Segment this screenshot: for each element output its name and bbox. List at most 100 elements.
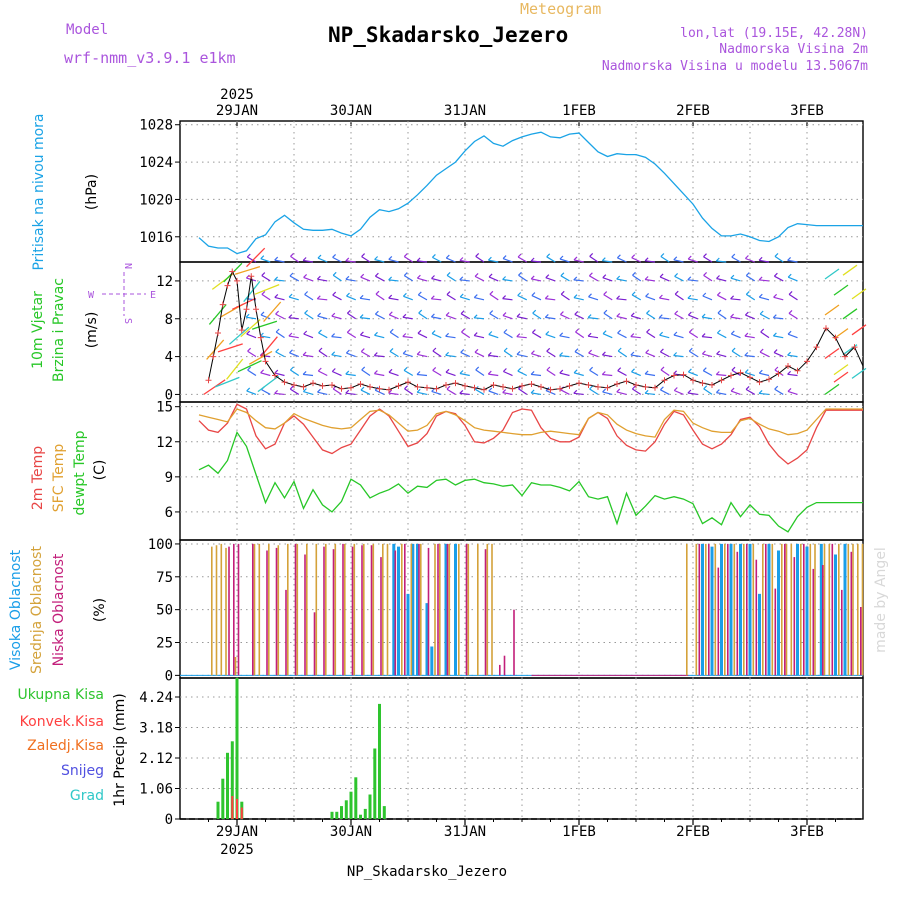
wind-arrow-head (288, 314, 293, 319)
wind-arrow (389, 350, 399, 358)
wind-arrow-head (289, 385, 294, 390)
wind-arrow (374, 334, 385, 339)
wind-arrow (745, 275, 756, 282)
wind-arrow-head (488, 331, 493, 335)
wind-arrow (502, 315, 513, 320)
wind-arrow (488, 276, 499, 282)
wind-arrow-head (246, 253, 251, 258)
wind-arrow (247, 256, 257, 263)
total-rain-bar (230, 741, 234, 819)
wind-arrow (516, 336, 527, 339)
wind-arrow-head (488, 273, 493, 278)
wind-arrow-head (260, 311, 265, 316)
total-rain-bar (349, 791, 353, 819)
wind-arrow-head (345, 389, 350, 394)
wind-arrow (617, 257, 627, 263)
wind-arrow (317, 391, 328, 396)
wind-speed-marker (238, 327, 245, 334)
wind-arrow (545, 298, 556, 301)
wind-arrow (616, 315, 627, 320)
wind-arrow (345, 260, 356, 263)
wind-arrow-head (303, 330, 308, 335)
pressure-unit: (hPa) (84, 174, 100, 210)
wind-arrow-head (446, 291, 451, 296)
gust-arrow (217, 343, 243, 353)
end-arrow (851, 288, 867, 300)
total-rain-bar (373, 748, 377, 819)
wind-arrow-head (646, 309, 650, 314)
wind-arrow (488, 333, 499, 339)
wind-arrow (588, 317, 599, 320)
wind-arrow (702, 336, 713, 339)
wind-arrow (589, 388, 599, 395)
wind-arrow-head (546, 347, 551, 352)
wind-arrow (630, 354, 641, 358)
wind-speed-marker (229, 268, 236, 275)
wind-arrow (360, 317, 371, 320)
wind-arrow-head (373, 370, 378, 375)
wind-arrow-head (417, 329, 422, 334)
wind-arrow-head (544, 295, 549, 300)
station-title: NP_Skadarsko_Jezero (328, 23, 568, 47)
wind-arrow-head (673, 331, 678, 336)
wind-arrow-head (530, 389, 535, 394)
wind-arrow-head (630, 312, 635, 317)
wind-arrow (260, 335, 271, 339)
pressure-plot (198, 131, 863, 255)
wind-arrow-head (346, 309, 351, 314)
wind-arrow (261, 293, 271, 301)
wind-arrow (503, 331, 513, 339)
wind-arrow-head (603, 309, 608, 314)
wind-arrow (417, 353, 428, 358)
wind-speed-marker (443, 381, 449, 388)
wind-arrow (575, 331, 585, 339)
wind-arrow-head (730, 330, 735, 335)
wind-arrow (374, 389, 385, 395)
wind-speed-marker (661, 377, 668, 384)
gust-arrow (254, 283, 280, 295)
wind-arrow-head (744, 332, 749, 337)
wind-speed-marker (652, 384, 658, 391)
wind-arrow (560, 275, 570, 282)
wind-arrow (674, 313, 684, 320)
wind-arrow (361, 351, 371, 358)
wind-arrow-head (418, 309, 423, 314)
wind-arrow (788, 312, 798, 320)
top-date-label: 2FEB (676, 103, 710, 119)
wind-arrow-head (345, 275, 350, 280)
wind-speed-marker (257, 334, 264, 341)
wind-arrow-head (317, 367, 322, 372)
wind-speed-marker (680, 371, 687, 378)
grid-lines (180, 121, 863, 819)
wind-speed-marker (224, 282, 231, 289)
wind-arrow (431, 277, 442, 282)
wind-arrow-head (302, 388, 307, 393)
wind-arrow (474, 388, 485, 395)
wind-arrow-head (560, 272, 565, 277)
wind-arrow (630, 336, 641, 339)
wind-arrow (617, 370, 627, 377)
wind-arrow (474, 335, 485, 339)
wind-arrow-head (360, 386, 365, 391)
wind-speed-marker (219, 301, 226, 308)
wind-arrow-head (560, 290, 565, 295)
wind-arrow (531, 373, 542, 377)
wind-arrow (532, 312, 542, 320)
end-arrow (824, 383, 840, 395)
wind-arrow-head (744, 369, 749, 374)
wind-arrow (660, 369, 670, 377)
wind-arrow-head (588, 293, 592, 298)
cloud-title-mid: Srednja Oblacnost (29, 546, 45, 674)
wind-arrow-head (459, 389, 464, 394)
wind-arrow-head (516, 333, 521, 338)
wind-arrow (360, 334, 371, 339)
wind-arrow (417, 332, 428, 339)
wind-arrow (758, 259, 770, 263)
wind-arrow-head (274, 256, 279, 261)
gust-arrow (214, 376, 240, 388)
wind-arrow (360, 276, 371, 282)
wind-arrow-head (559, 311, 564, 316)
wind-speed-marker (414, 383, 421, 390)
wind-arrow-head (517, 292, 522, 296)
wind-arrow (703, 388, 713, 395)
